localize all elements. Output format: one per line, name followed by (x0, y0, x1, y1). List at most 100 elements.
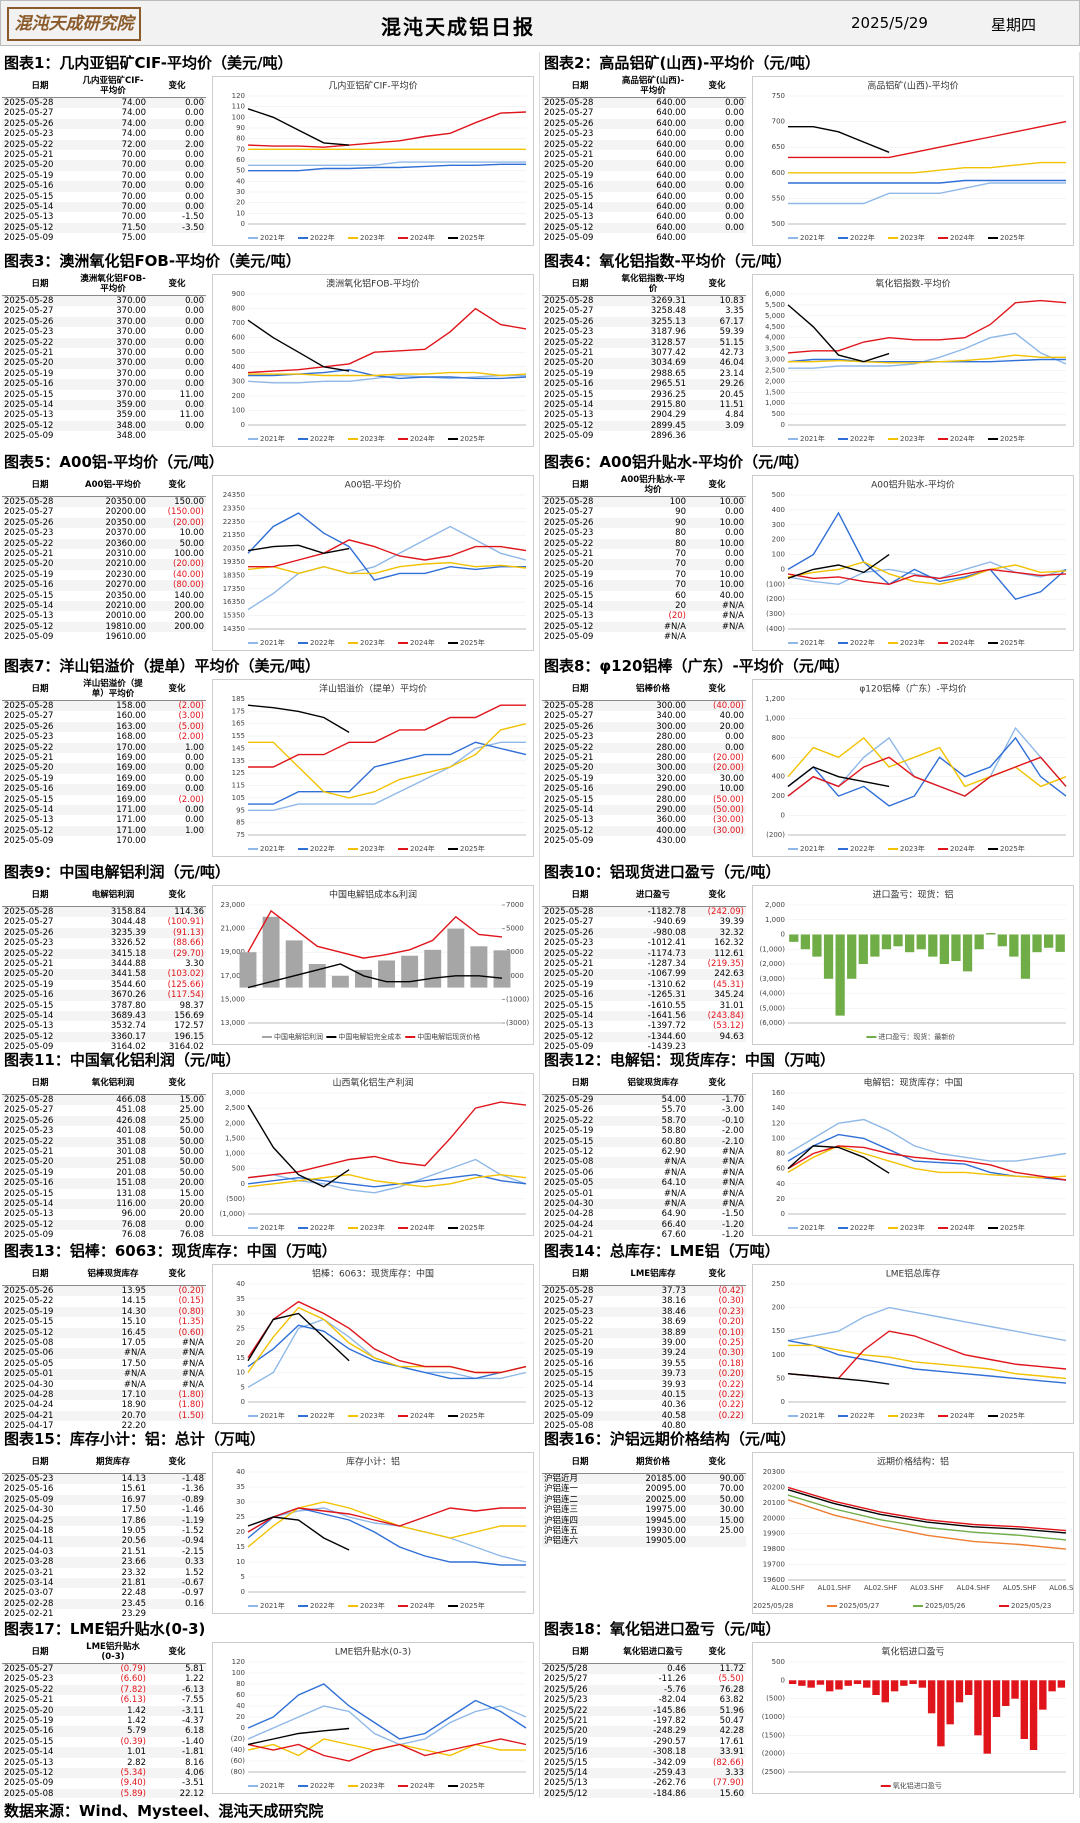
y-tick-label: 20100 (763, 1499, 785, 1507)
table-cell: 22.48 (121, 1588, 146, 1599)
y-tick-label: 0 (241, 1180, 245, 1188)
table-cell: 3.09 (688, 420, 746, 432)
bar (331, 975, 349, 988)
table-cell: 0.00 (185, 170, 204, 181)
table-cell: 451.08 (116, 1105, 146, 1116)
y-tick-label: 2,500 (225, 1104, 245, 1112)
table-cell: 58.80 (661, 1126, 686, 1137)
table-cell: -0.94 (148, 1536, 206, 1547)
table-cell: 2025-05-21 (544, 150, 594, 161)
table-cell: 2025-05-15 (4, 590, 54, 601)
y-tick-label: 600 (772, 169, 785, 177)
y2-tick-label: (1000) (506, 995, 530, 1003)
table-row: 2025-05-26 3255.13 67.17 (542, 316, 746, 328)
table-cell: 2025-05-23 (4, 938, 54, 949)
table-cell: -5.76 (618, 1684, 688, 1696)
table-cell: 2025-05-27 (544, 917, 594, 928)
table-cell: 370.00 (116, 327, 146, 338)
legend-label: 2025年 (1000, 844, 1025, 853)
table-cell: 38.16 (661, 1296, 686, 1307)
table-cell: 2025-05-26 (542, 721, 618, 733)
legend-label: 2024年 (950, 434, 975, 443)
table-cell: 0.00 (725, 170, 744, 181)
bar (789, 934, 799, 942)
table-cell: 640.00 (618, 97, 688, 109)
table-cell: 70.00 (78, 202, 148, 213)
y-tick-label: (100) (766, 580, 785, 588)
panel-title: 图表18：氧化铝进口盈亏（元/吨） (544, 1620, 781, 1638)
table-cell: 2025-05-27 (4, 1105, 54, 1116)
table-cell: 2025-05-28 (542, 295, 618, 307)
table-row: 2025-05-20 70 0.00 (542, 559, 746, 570)
chart: 澳洲氧化铝FOB-平均价0100200300400500600700800900… (212, 274, 534, 447)
table-cell: 2025-04-17 (4, 1421, 54, 1428)
y-tick-label: 500 (772, 491, 785, 499)
table-cell: 640.00 (656, 129, 686, 140)
table-cell: 2025-05-21 (544, 753, 594, 764)
legend-label: 2021年 (260, 844, 285, 853)
table-cell: 2025-05-21 (542, 1327, 618, 1339)
y-tick-label: (2,000) (759, 960, 785, 968)
y-tick-label: 500 (232, 1165, 245, 1173)
table-cell: 2025-05-16 (542, 990, 618, 1001)
table-row: 2025-03-14 21.81 -0.67 (2, 1578, 206, 1589)
table-cell: 40.80 (661, 1421, 686, 1428)
table-row: 2025-05-13 70.00 -1.50 (2, 212, 206, 222)
y-tick-label: 30 (236, 188, 245, 196)
table-cell: (0.20) (718, 1317, 744, 1328)
table-cell: -1287.34 (647, 959, 686, 970)
table-row: 2025-05-27 451.08 25.00 (2, 1105, 206, 1115)
table-cell: 290.00 (618, 784, 688, 795)
bar (800, 934, 811, 950)
bar (992, 1680, 1001, 1717)
table-cell: 3235.39 (78, 927, 148, 939)
table-cell: 251.08 (78, 1157, 148, 1168)
table-cell: 0.00 (688, 559, 746, 570)
table-row: 2025-05-05 64.10 #N/A (542, 1178, 746, 1189)
table-cell: #N/A (721, 1147, 744, 1158)
bar (262, 916, 280, 988)
table-row: 2025-05-19 -1310.62 (45.31) (542, 980, 746, 990)
y-tick-label: 20 (236, 199, 245, 207)
legend-label: 中国电解铝完全成本 (338, 1032, 401, 1041)
table-row: 2025-05-21 3077.42 42.73 (542, 348, 746, 358)
table-cell: 2025-03-28 (2, 1557, 78, 1568)
y-tick-label: 400 (772, 773, 785, 781)
table-cell: 2025-05-09 (544, 1042, 594, 1049)
header-cell: 高品铝矿(山西)-平均价 (618, 75, 688, 98)
table-row: 2025-05-27 160.00 (3.00) (2, 711, 206, 721)
data-table: 日期 进口盈亏 变化 2025-05-28 -1182.78 (242.09) 2025-0… (542, 884, 746, 1049)
table-cell: 2025-05-21 (544, 959, 594, 970)
table-cell: -184.86 (618, 1788, 688, 1798)
table-cell: 17.05 (121, 1338, 146, 1349)
table-row: 2025-05-21 -1287.34 (219.35) (542, 959, 746, 969)
table-cell: 2025-04-24 (4, 1400, 54, 1411)
table-row: 2025-05-20 1.42 -3.11 (2, 1705, 206, 1717)
header-cell: 日期 (2, 678, 78, 701)
table-cell: 2025-05-19 (4, 1716, 54, 1727)
table-cell: (82.66) (713, 1757, 744, 1768)
table-cell: 10.00 (688, 496, 746, 508)
table-row: 2025-05-28 3158.84 114.36 (2, 906, 206, 918)
table-cell: (88.66) (173, 938, 204, 949)
y-tick-label: 100 (232, 406, 245, 414)
table-row: 2025-05-14 3689.43 156.69 (2, 1011, 206, 1022)
table-cell: 2025-05-15 (544, 794, 594, 805)
table-cell: -2.15 (182, 1546, 204, 1557)
table-cell: 151.08 (78, 1178, 148, 1189)
table-cell: (0.22) (718, 1400, 744, 1411)
panel: 图表10：铝现货进口盈亏（元/吨） 日期 进口盈亏 变化 2025-05-28 -1182… (540, 861, 1080, 1049)
table-cell: 2025-05-22 (2, 1136, 78, 1148)
legend-label: 2025年 (460, 1223, 485, 1232)
table-cell: 2025-05-26 (542, 517, 618, 529)
table-cell: 0.00 (148, 295, 206, 307)
report-title: 混沌天成铝日报 (381, 15, 535, 39)
table-header: 日期 氧化铝进口盈亏 变化 (542, 1641, 746, 1664)
table-cell: 50.00 (179, 1126, 204, 1137)
table-cell: 2.00 (148, 139, 206, 151)
table-cell: 171.00 (116, 815, 146, 826)
table-row: 2025-04-25 17.86 -1.19 (2, 1515, 206, 1527)
footer: 数据来源：Wind、Mysteel、混沌天成研究院 (4, 1802, 324, 1820)
series-line (247, 1738, 527, 1762)
table-cell: 2025-05-09 (544, 632, 594, 643)
